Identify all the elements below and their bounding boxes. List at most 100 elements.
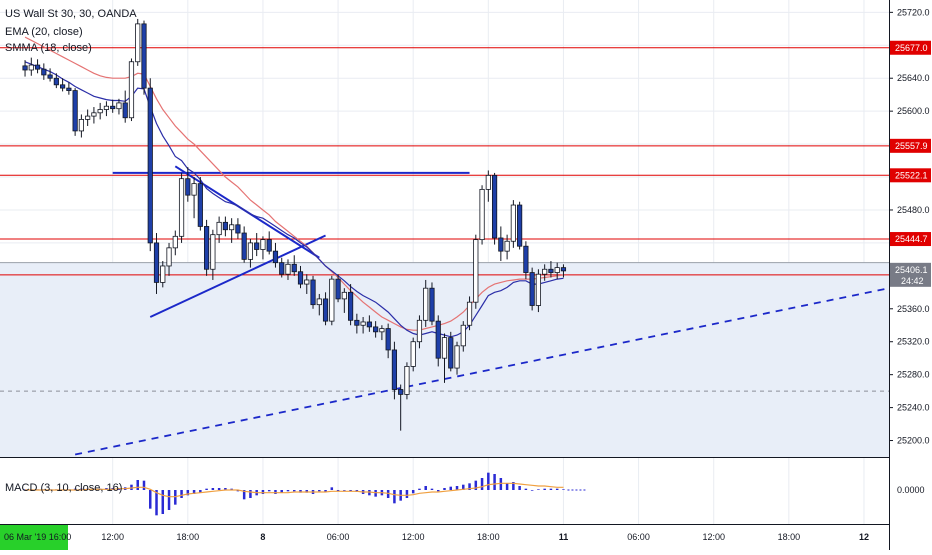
macd-tick-label: 0.0000 [897,485,925,495]
time-tick-label: 18:00 [477,532,500,542]
candle-body [304,279,310,285]
macd-legend: MACD (3, 10, close, 16) [5,482,123,494]
candle-body [235,224,241,234]
time-tick-label: 12:00 [702,532,725,542]
level-price-badge [890,168,931,183]
candle-body [554,267,560,273]
candle-body [191,183,197,196]
countdown-label: 24:42 [901,276,924,286]
candle-body [160,265,166,283]
candle-body [66,87,72,91]
candle-body [28,64,34,71]
candle-body [398,389,404,395]
time-tick-label: 12 [859,532,869,542]
candle-body [416,319,423,343]
candle-body [466,301,473,326]
candle-body [454,345,460,369]
candle-body [529,272,535,306]
ema-legend: EMA (20, close) [5,26,83,38]
candle-body [485,174,491,190]
candle-body [254,242,260,250]
candle-body [260,239,266,250]
price-tick-label: 25600.0 [897,106,930,116]
time-tick-label: 11 [559,532,569,542]
price-tick-label: 25360.0 [897,304,930,314]
chart-title: US Wall St 30, 30, OANDA [5,8,137,20]
smma-legend: SMMA (18, close) [5,42,92,54]
time-tick-label: 06:00 [627,532,650,542]
candle-body [103,105,110,110]
level-price-label: 25557.9 [895,141,928,151]
candle-body [178,178,185,237]
candle-body [128,61,135,119]
ema-line [24,61,564,338]
price-tick-label: 25640.0 [897,73,930,83]
candle-body [322,298,329,322]
candle-body [34,64,41,70]
candle-body [379,328,385,333]
candle-body [366,321,372,328]
trend-line [149,234,326,318]
candle-body [354,319,360,326]
candle-body [41,68,47,76]
candle-body [60,84,66,89]
candle-body [97,109,103,114]
candle-body [47,74,53,79]
candle-body [291,263,297,273]
candle-body [385,328,391,351]
candle-body [172,235,178,249]
candle-body [279,262,285,275]
candle-body [410,341,416,367]
candle-body [310,279,316,306]
candle-body [435,320,441,359]
candle-body [360,321,366,326]
candle-body [247,242,254,260]
candle-body [391,349,398,390]
level-price-label: 25677.0 [895,43,928,53]
current-price-badge [890,262,931,287]
candle-body [241,232,247,260]
candle-body [348,291,354,321]
candle-body [185,178,191,196]
candle-body [91,112,97,117]
candle-body [166,247,172,267]
candle-body [204,226,210,270]
candle-body [441,337,448,359]
level-price-badge [890,232,931,247]
candle-body [72,90,78,132]
candle-body [122,102,128,119]
candle-body [335,278,341,300]
candle-body [53,77,59,86]
current-price-label: 25406.1 [895,265,928,275]
candle-body [147,87,153,244]
candle-body [510,204,516,242]
candle-body [560,267,567,272]
candle-body [78,118,84,132]
candle-body [542,268,548,275]
candle-body [272,250,279,264]
level-price-label: 25522.1 [895,170,928,180]
level-price-label: 25444.7 [895,234,928,244]
candle-body [116,102,122,110]
candle-body [210,234,216,270]
candle-body [153,242,160,283]
candle-body [85,115,91,120]
price-tick-label: 25200.0 [897,436,930,446]
candle-body [448,337,454,369]
candle-body [341,291,347,300]
time-tick-label: 12:00 [101,532,124,542]
candle-body [491,174,498,239]
candle-body [22,65,28,71]
candle-body [517,204,523,247]
time-tick-label: 12:00 [402,532,425,542]
price-tick-label: 25240.0 [897,403,930,413]
candle-body [285,263,291,275]
candle-body [135,23,141,63]
date-badge [0,525,68,550]
macd-signal-line [25,482,564,498]
price-tick-label: 25320.0 [897,337,930,347]
candle-body [479,188,485,241]
candle-body [216,221,222,236]
